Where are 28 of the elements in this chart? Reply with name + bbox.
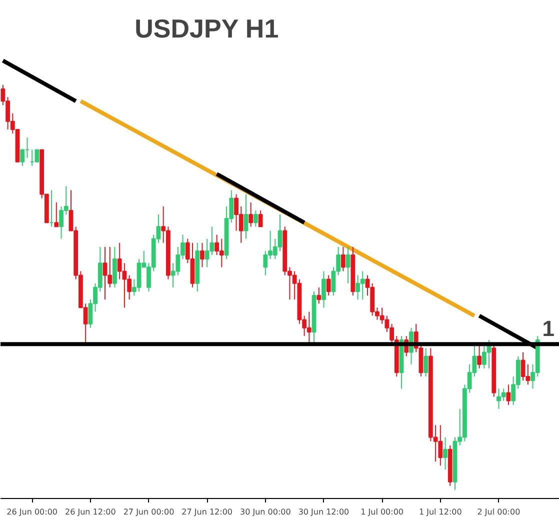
x-tick-label: 30 Jun 00:00 xyxy=(240,508,291,516)
candlestick xyxy=(54,202,59,228)
candlestick xyxy=(326,274,331,296)
x-tick-label: 30 Jun 12:00 xyxy=(298,508,350,516)
candlestick xyxy=(34,149,40,162)
candlestick xyxy=(200,242,204,268)
candlestick xyxy=(346,246,350,284)
x-tick-label: 27 Jun 12:00 xyxy=(182,508,233,516)
candlestick xyxy=(253,210,258,228)
candlestick xyxy=(316,286,322,304)
candlestick xyxy=(322,270,326,308)
candlestick xyxy=(424,348,428,378)
x-tick-label: 1 Jul 12:00 xyxy=(418,508,462,516)
candlestick xyxy=(248,202,254,228)
x-tick-label: 1 Jul 00:00 xyxy=(360,508,404,516)
x-tick-label: 2 Jul 00:00 xyxy=(477,508,520,516)
candlestick xyxy=(20,149,25,166)
chart-title: USDJPY H1 xyxy=(134,14,279,44)
candlestick xyxy=(443,436,448,470)
candlestick xyxy=(340,246,346,272)
candlestick xyxy=(477,344,482,369)
candlestick xyxy=(244,194,248,240)
text: 1 xyxy=(542,316,554,342)
candlestick xyxy=(258,210,263,228)
x-tick-label: 27 Jun 00:00 xyxy=(123,508,174,516)
candlestick xyxy=(506,384,511,406)
x-tick-label: 26 Jun 12:00 xyxy=(65,508,116,516)
x-tick-label: 26 Jun 00:00 xyxy=(6,508,58,516)
